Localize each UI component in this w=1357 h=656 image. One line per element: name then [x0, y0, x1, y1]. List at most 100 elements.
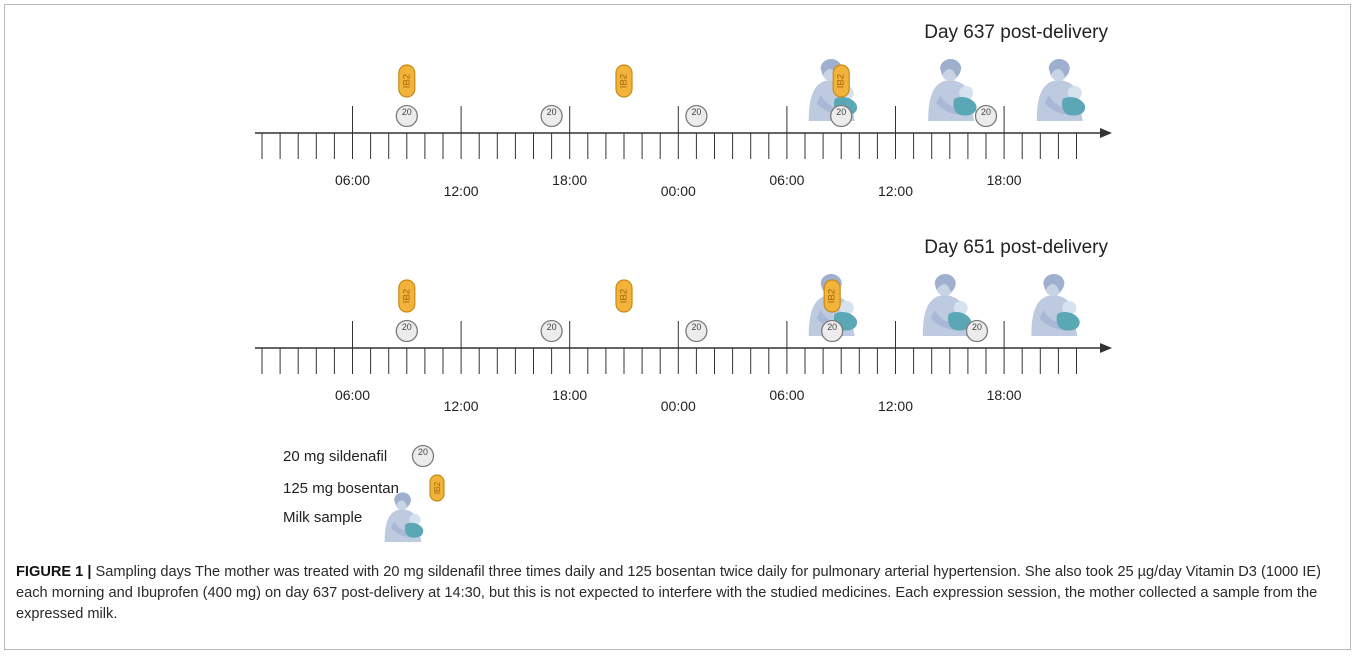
sildenafil-tablet-icon: 20	[974, 104, 998, 128]
capsule-body	[823, 279, 841, 313]
breastfeeding-mother-icon	[384, 492, 424, 542]
tablet-body	[685, 319, 708, 343]
sildenafil-tablet-icon: 20	[411, 444, 435, 468]
figure-caption: FIGURE 1 | Sampling days The mother was …	[16, 562, 1341, 625]
time-tick-label: 06:00	[769, 172, 804, 188]
tablet-body	[965, 319, 989, 343]
caption-label: FIGURE 1 |	[16, 564, 92, 580]
tablet-label: 20	[547, 322, 557, 332]
breastfeeding-mother-icon	[922, 273, 972, 336]
tablet-label: 20	[402, 107, 412, 117]
time-tick-label: 06:00	[335, 387, 370, 403]
baby-head	[959, 86, 974, 100]
time-tick-label: 12:00	[444, 183, 479, 199]
baby-head	[1062, 301, 1077, 315]
bosentan-capsule-icon: IB2	[429, 474, 445, 502]
time-tick-label: 18:00	[552, 387, 587, 403]
breastfeeding-mother-icon	[1036, 58, 1086, 121]
tablet-body	[821, 319, 844, 343]
capsule-label: IB2	[401, 74, 412, 88]
baby-head	[1067, 86, 1082, 100]
legend-bosentan-label: 125 mg bosentan	[283, 480, 399, 497]
tablet-label: 20	[691, 107, 701, 117]
bosentan-capsule-icon: IB2	[615, 279, 633, 313]
tablet-label: 20	[547, 107, 557, 117]
bosentan-capsule-icon: IB2	[398, 279, 416, 313]
mother-hair	[940, 58, 962, 77]
sildenafil-tablet-icon: 20	[395, 104, 418, 128]
tablet-body	[540, 319, 563, 343]
time-tick-label: 18:00	[552, 172, 587, 188]
time-tick-label: 18:00	[987, 172, 1022, 188]
capsule-label: IB2	[619, 74, 630, 88]
tablet-body	[540, 104, 563, 128]
capsule-body	[429, 474, 445, 502]
sildenafil-tablet-icon: 20	[685, 104, 708, 128]
time-tick-label: 06:00	[769, 387, 804, 403]
sildenafil-tablet-icon: 20	[685, 319, 708, 343]
capsule-label: IB2	[836, 74, 847, 88]
tablet-label: 20	[827, 322, 837, 332]
baby-head	[839, 301, 854, 315]
sildenafil-tablet-icon: 20	[540, 104, 563, 128]
time-tick-label: 12:00	[878, 398, 913, 414]
mother-hair	[394, 492, 411, 507]
axis-arrow	[1100, 343, 1112, 353]
tablet-label: 20	[981, 107, 991, 117]
sildenafil-tablet-icon: 20	[821, 319, 844, 343]
bosentan-capsule-icon: IB2	[823, 279, 841, 313]
breastfeeding-mother-icon	[928, 58, 977, 121]
sildenafil-tablet-icon: 20	[395, 319, 418, 343]
capsule-body	[832, 64, 850, 98]
mother-hair	[934, 273, 956, 292]
figure-frame	[4, 4, 1351, 650]
capsule-body	[615, 279, 633, 313]
time-tick-label: 18:00	[987, 387, 1022, 403]
mother-hair	[1048, 58, 1070, 77]
caption-text: Sampling days The mother was treated wit…	[16, 564, 1321, 622]
legend-sildenafil-label: 20 mg sildenafil	[283, 448, 387, 465]
panel-title: Day 637 post-delivery	[924, 22, 1108, 43]
tablet-body	[395, 319, 418, 343]
timeline-panel-day-637: Day 637 post-delivery 06:00 12:00 18:00 00:0…	[255, 22, 1112, 199]
tablet-body	[395, 104, 418, 128]
capsule-body	[398, 64, 416, 98]
time-tick-label: 12:00	[444, 398, 479, 414]
capsule-label: IB2	[619, 289, 630, 303]
mother-hair	[1043, 273, 1065, 292]
tablet-label: 20	[691, 322, 701, 332]
bosentan-capsule-icon: IB2	[615, 64, 633, 98]
baby-body	[404, 522, 424, 538]
sampling-timeline-figure: Day 637 post-delivery 06:00 12:00 18:00 00:0…	[255, 22, 1112, 542]
baby-body	[953, 97, 977, 116]
time-tick-label: 00:00	[661, 183, 696, 199]
time-tick-label: 00:00	[661, 398, 696, 414]
capsule-label: IB2	[827, 289, 838, 303]
baby-body	[1062, 97, 1086, 116]
tablet-body	[974, 104, 998, 128]
tablet-label: 20	[836, 107, 846, 117]
tablet-body	[685, 104, 708, 128]
capsule-body	[615, 64, 633, 98]
sildenafil-tablet-icon: 20	[830, 104, 853, 128]
tablet-body	[830, 104, 853, 128]
legend-milk-label: Milk sample	[283, 509, 362, 526]
capsule-label: IB2	[401, 289, 412, 303]
bosentan-capsule-icon: IB2	[398, 64, 416, 98]
sildenafil-tablet-icon: 20	[965, 319, 989, 343]
tablet-label: 20	[402, 322, 412, 332]
baby-head	[409, 514, 421, 526]
baby-head	[953, 301, 968, 315]
capsule-label: IB2	[432, 481, 442, 494]
bosentan-capsule-icon: IB2	[832, 64, 850, 98]
baby-body	[948, 312, 972, 331]
baby-body	[1056, 312, 1080, 331]
tablet-label: 20	[972, 322, 982, 332]
sildenafil-tablet-icon: 20	[540, 319, 563, 343]
time-tick-label: 06:00	[335, 172, 370, 188]
timeline-panel-day-651: Day 651 post-delivery 06:00 12:00 18:00 00:0…	[255, 237, 1112, 414]
axis-arrow	[1100, 128, 1112, 138]
breastfeeding-mother-icon	[1031, 273, 1080, 336]
time-tick-label: 12:00	[878, 183, 913, 199]
legend: 20 mg sildenafil 20 125 mg bosentan IB2 Milk…	[283, 444, 445, 542]
